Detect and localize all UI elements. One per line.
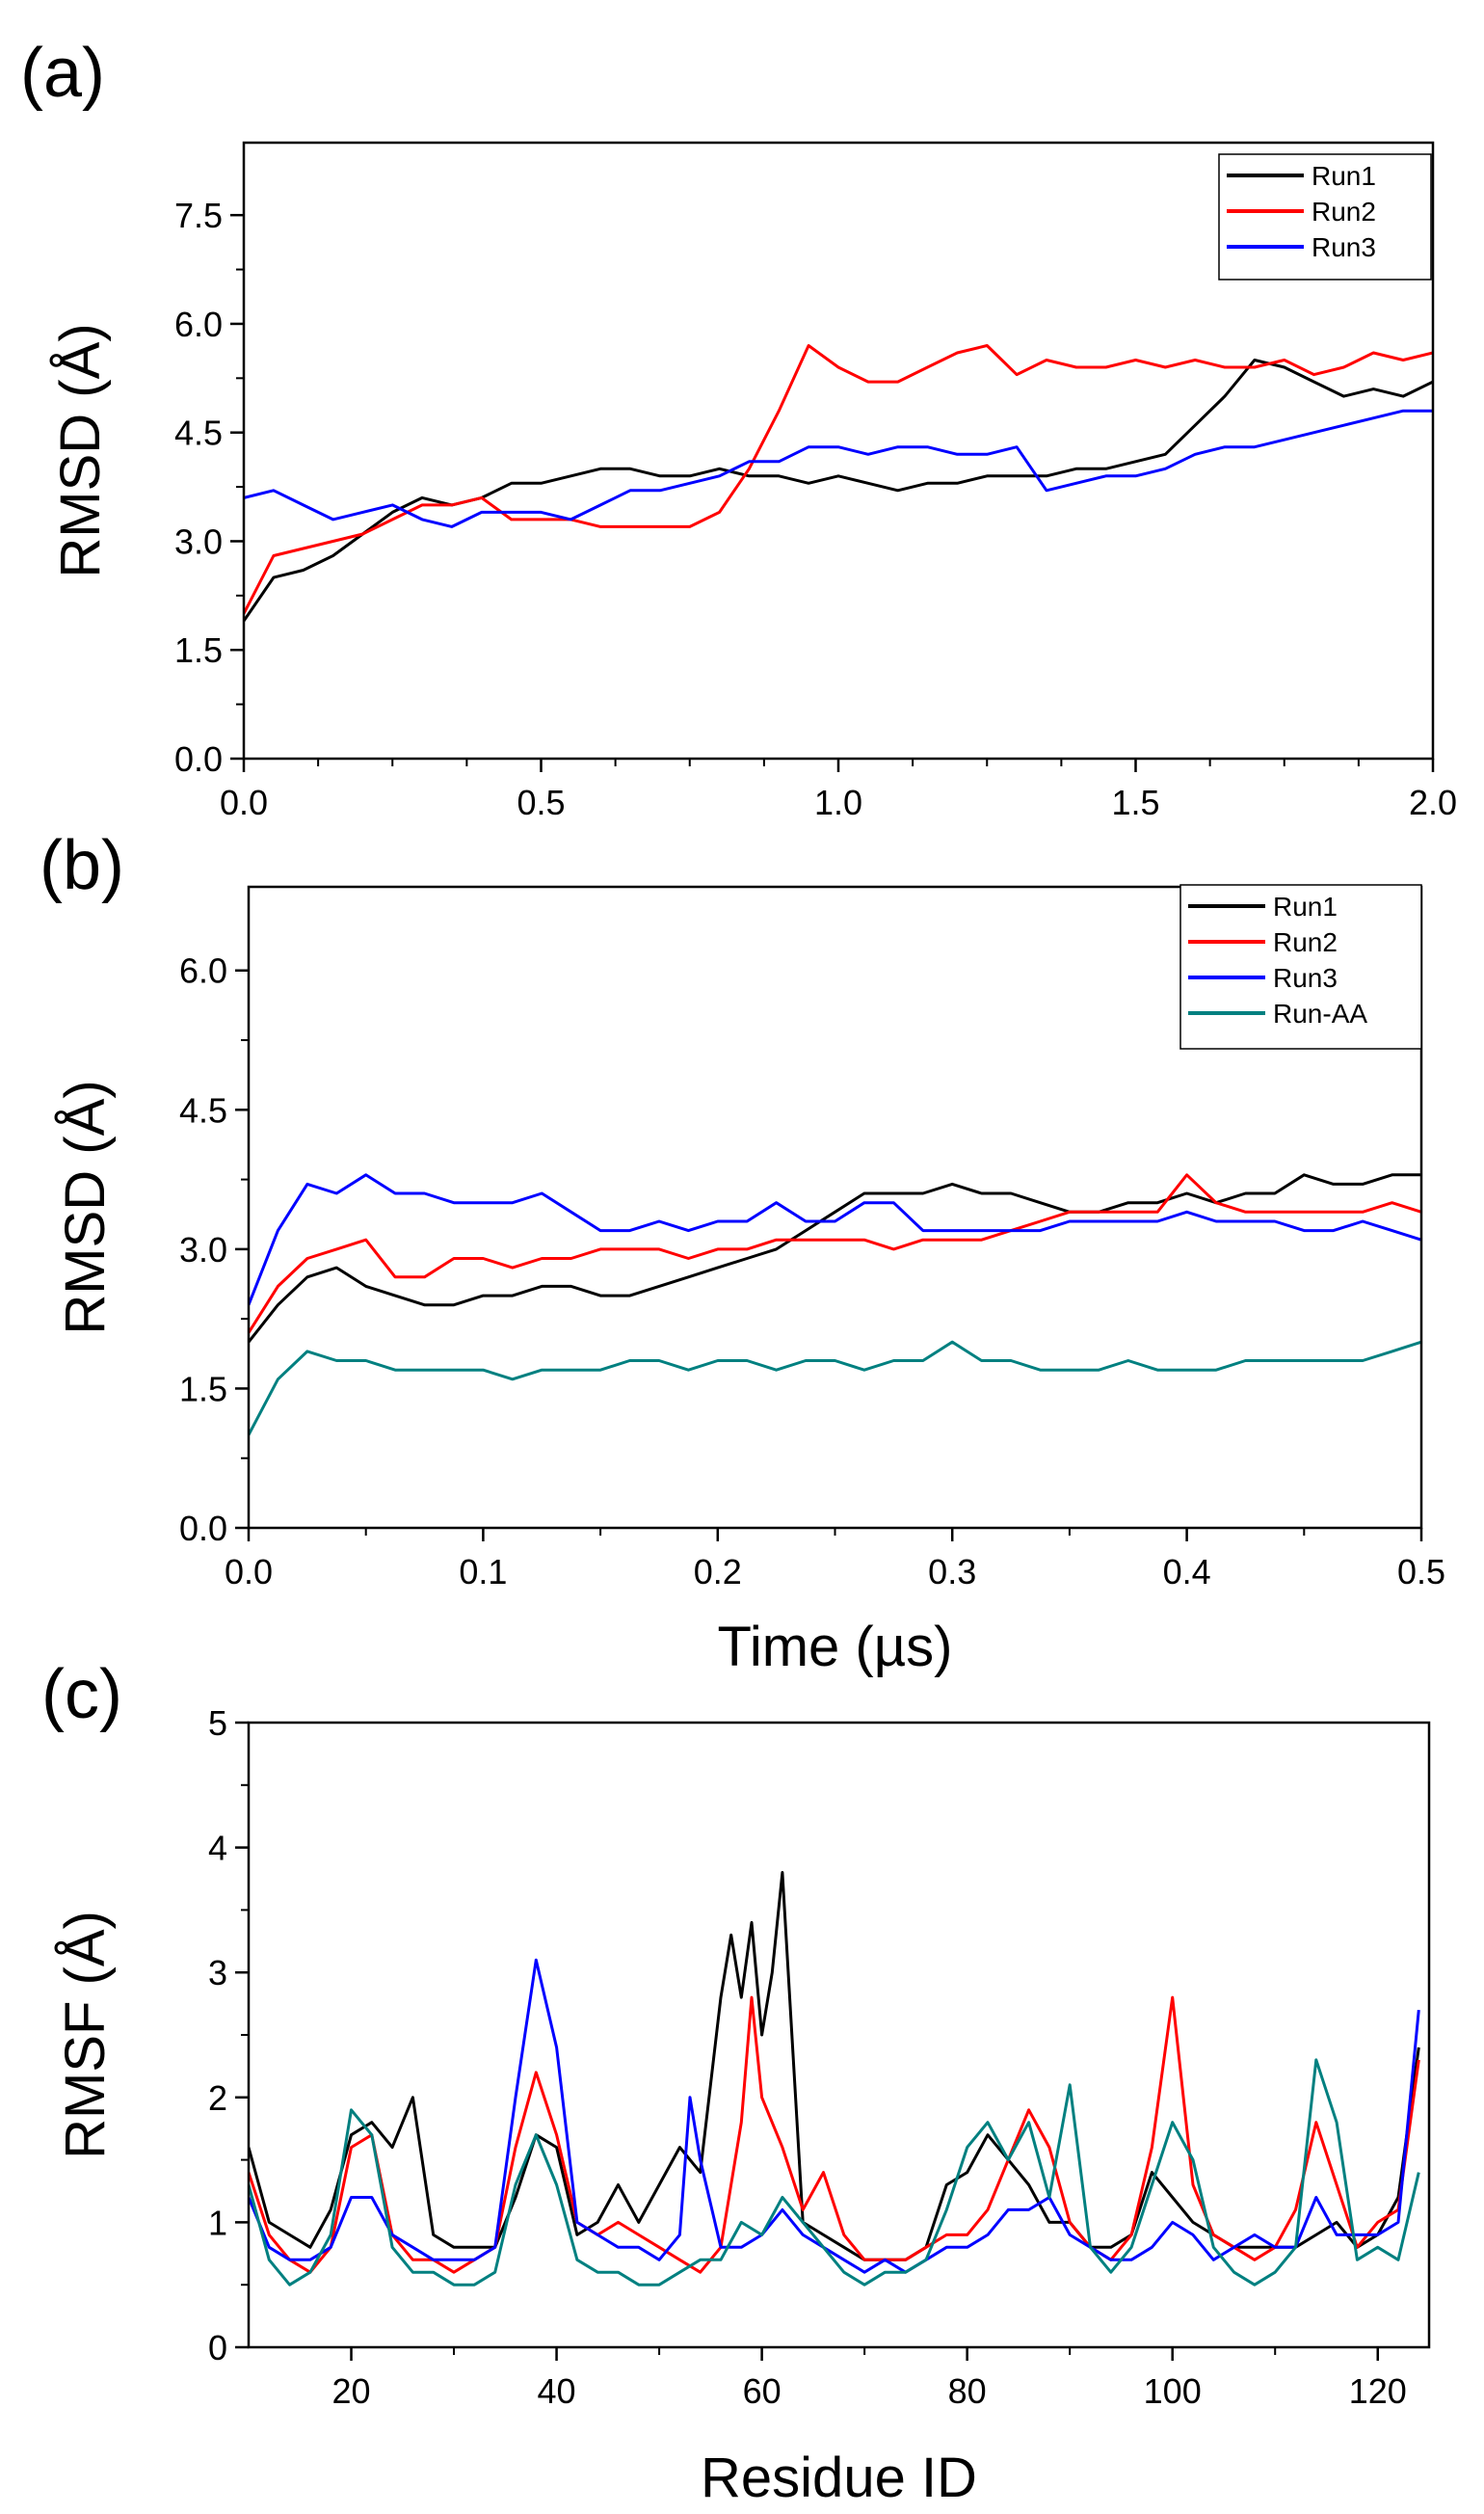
x-axis-label: Residue ID <box>701 2447 977 2509</box>
y-tick-label: 4.5 <box>174 414 223 453</box>
y-axis-label: RMSD (Å) <box>54 1080 117 1334</box>
y-tick-label: 5 <box>208 1703 227 1743</box>
panel-c: (c) 20 40 60 80 100 120 0 1 2 3 4 5 RMSF (Å) Residue I… <box>41 1656 1431 2509</box>
series-line-run2 <box>249 1173 1421 1334</box>
y-tick-label: 6.0 <box>174 305 223 344</box>
panel-b: (b) 0.0 0.1 0.2 0.3 0.4 0.5 0.0 1.5 3.0 4.5 6.0 RMSD… <box>40 827 1445 1678</box>
series-group <box>244 344 1433 623</box>
panel-a: (a) 0.0 0.5 1.0 1.5 2.0 0.0 1.5 3.0 4.5 6.0 7.5 RMSD… <box>20 35 1457 822</box>
series-line-run3 <box>244 409 1433 528</box>
x-tick-label: 120 <box>1349 2371 1407 2411</box>
y-tick-label: 6.0 <box>179 951 227 991</box>
y-tick-label: 4.5 <box>179 1090 227 1130</box>
y-tick-label: 1.5 <box>179 1369 227 1408</box>
x-tick-label: 0.1 <box>459 1552 507 1591</box>
x-tick-label: 20 <box>331 2371 370 2411</box>
y-tick-label: 0.0 <box>174 739 223 779</box>
x-tick-label: 0.2 <box>694 1552 742 1591</box>
legend-label-run1: Run1 <box>1273 892 1338 922</box>
series-line-run2 <box>249 1995 1420 2274</box>
legend-label-run2: Run2 <box>1312 197 1376 227</box>
series-line-run1 <box>244 359 1433 623</box>
series-line-run-aa <box>249 1340 1421 1436</box>
series-line-run2 <box>244 344 1433 615</box>
legend: Run1 Run2 Run3 Run-AA <box>1179 884 1422 1050</box>
x-axis-label: Time (µs) <box>718 1616 953 1678</box>
x-tick-label: 0.5 <box>1397 1552 1445 1591</box>
x-tick-label: 40 <box>538 2371 576 2411</box>
x-tick-label: 60 <box>743 2371 782 2411</box>
panel-label: (c) <box>41 1656 122 1733</box>
x-tick-label: 0.4 <box>1163 1552 1211 1591</box>
x-tick-label: 80 <box>948 2371 987 2411</box>
x-tick-label: 100 <box>1144 2371 1202 2411</box>
y-tick-label: 3.0 <box>174 522 223 561</box>
x-tick-label: 0.5 <box>517 783 565 822</box>
y-tick-label: 1.5 <box>174 630 223 670</box>
x-tick-label: 0.0 <box>220 783 268 822</box>
y-tick-label: 2 <box>208 2078 227 2118</box>
y-tick-label: 4 <box>208 1829 227 1868</box>
series-group <box>249 1871 1420 2287</box>
x-tick-label: 0.0 <box>225 1552 273 1591</box>
legend-label-run3: Run3 <box>1312 232 1376 262</box>
series-group <box>249 1173 1421 1436</box>
legend-label-run1: Run1 <box>1312 161 1376 191</box>
y-tick-label: 7.5 <box>174 196 223 235</box>
legend-box <box>1179 884 1422 1050</box>
panel-label: (a) <box>20 35 105 112</box>
y-axis-label: RMSD (Å) <box>49 323 112 577</box>
y-tick-label: 3 <box>208 1953 227 1992</box>
x-tick-label: 1.0 <box>814 783 862 822</box>
y-axis-label: RMSF (Å) <box>54 1911 117 2159</box>
series-line-run1 <box>249 1173 1421 1344</box>
legend: Run1 Run2 Run3 <box>1218 153 1432 281</box>
x-tick-label: 0.3 <box>928 1552 976 1591</box>
y-tick-label: 1 <box>208 2203 227 2242</box>
x-tick-label: 2.0 <box>1409 783 1457 822</box>
x-tick-label: 1.5 <box>1111 783 1159 822</box>
legend-label-run-aa: Run-AA <box>1273 999 1367 1029</box>
series-line-run3 <box>249 1958 1420 2274</box>
series-line-run-aa <box>249 2058 1420 2287</box>
panel-label: (b) <box>40 827 124 904</box>
legend-label-run2: Run2 <box>1273 927 1338 957</box>
y-tick-label: 0.0 <box>179 1509 227 1548</box>
legend-label-run3: Run3 <box>1273 963 1338 993</box>
y-tick-label: 0 <box>208 2328 227 2367</box>
y-tick-label: 3.0 <box>179 1230 227 1270</box>
series-line-run3 <box>249 1173 1421 1306</box>
